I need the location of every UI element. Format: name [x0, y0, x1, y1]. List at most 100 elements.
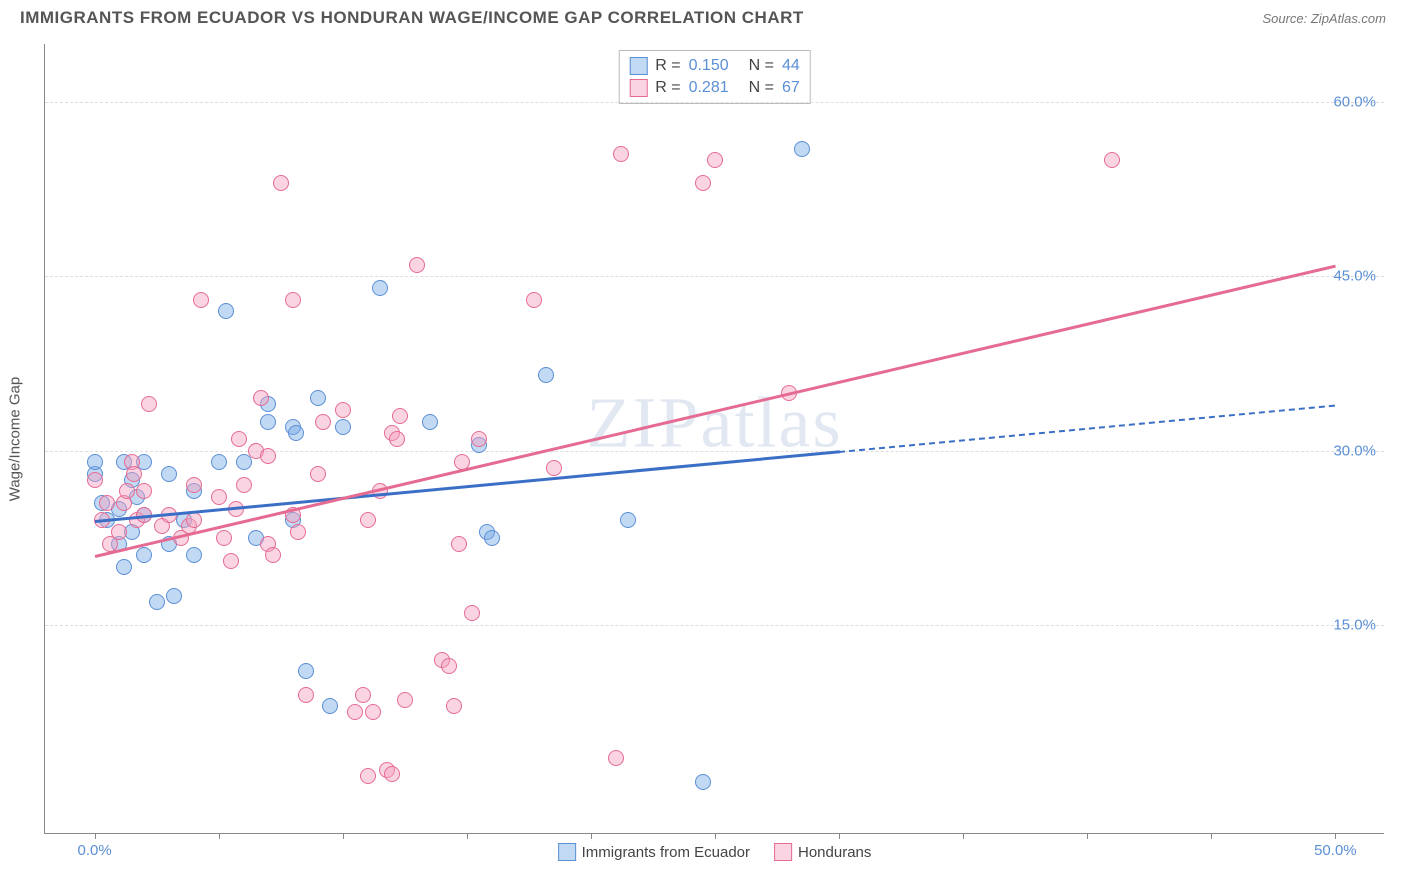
data-point: [253, 390, 269, 406]
y-tick-label: 60.0%: [1333, 94, 1376, 111]
data-point: [310, 466, 326, 482]
data-point: [315, 414, 331, 430]
data-point: [161, 466, 177, 482]
data-point: [322, 698, 338, 714]
data-point: [116, 559, 132, 575]
data-point: [87, 454, 103, 470]
data-point: [126, 466, 142, 482]
data-point: [231, 431, 247, 447]
x-tick: [839, 833, 840, 839]
x-tick: [963, 833, 964, 839]
data-point: [355, 687, 371, 703]
data-point: [409, 257, 425, 273]
x-tick-label: 50.0%: [1314, 842, 1357, 859]
data-point: [236, 454, 252, 470]
data-point: [372, 280, 388, 296]
data-point: [484, 530, 500, 546]
x-tick: [343, 833, 344, 839]
data-point: [111, 524, 127, 540]
data-point: [298, 687, 314, 703]
legend-row: R = 0.150N = 44: [629, 55, 800, 77]
x-tick: [1211, 833, 1212, 839]
x-tick: [467, 833, 468, 839]
data-point: [218, 303, 234, 319]
data-point: [335, 402, 351, 418]
data-point: [451, 536, 467, 552]
y-tick-label: 30.0%: [1333, 442, 1376, 459]
data-point: [285, 292, 301, 308]
correlation-legend: R = 0.150N = 44R = 0.281N = 67: [618, 50, 811, 104]
data-point: [193, 292, 209, 308]
gridline: [45, 451, 1384, 452]
data-point: [211, 489, 227, 505]
data-point: [620, 512, 636, 528]
scatter-plot: Wage/Income Gap ZIPatlas R = 0.150N = 44…: [44, 44, 1384, 834]
data-point: [141, 396, 157, 412]
data-point: [360, 768, 376, 784]
trend-line: [839, 404, 1335, 452]
x-tick: [219, 833, 220, 839]
data-point: [211, 454, 227, 470]
x-tick: [1335, 833, 1336, 839]
chart-title: IMMIGRANTS FROM ECUADOR VS HONDURAN WAGE…: [20, 8, 804, 28]
data-point: [422, 414, 438, 430]
data-point: [1104, 152, 1120, 168]
data-point: [186, 477, 202, 493]
y-tick-label: 15.0%: [1333, 616, 1376, 633]
y-tick-label: 45.0%: [1333, 268, 1376, 285]
data-point: [441, 658, 457, 674]
data-point: [794, 141, 810, 157]
legend-item: Immigrants from Ecuador: [558, 843, 750, 861]
data-point: [310, 390, 326, 406]
data-point: [608, 750, 624, 766]
data-point: [546, 460, 562, 476]
source-attribution: Source: ZipAtlas.com: [1262, 11, 1386, 26]
data-point: [119, 483, 135, 499]
series-legend: Immigrants from Ecuador Hondurans: [558, 843, 872, 861]
data-point: [99, 495, 115, 511]
legend-item: Hondurans: [774, 843, 871, 861]
data-point: [87, 472, 103, 488]
gridline: [45, 102, 1384, 103]
data-point: [136, 483, 152, 499]
data-point: [347, 704, 363, 720]
x-tick: [95, 833, 96, 839]
data-point: [360, 512, 376, 528]
data-point: [298, 663, 314, 679]
data-point: [265, 547, 281, 563]
data-point: [389, 431, 405, 447]
data-point: [335, 419, 351, 435]
x-tick-label: 0.0%: [78, 842, 112, 859]
trend-line: [94, 265, 1335, 558]
data-point: [464, 605, 480, 621]
data-point: [260, 448, 276, 464]
data-point: [538, 367, 554, 383]
data-point: [384, 766, 400, 782]
data-point: [186, 512, 202, 528]
y-axis-label: Wage/Income Gap: [7, 376, 24, 501]
data-point: [290, 524, 306, 540]
data-point: [446, 698, 462, 714]
x-tick: [1087, 833, 1088, 839]
data-point: [273, 175, 289, 191]
data-point: [695, 175, 711, 191]
data-point: [392, 408, 408, 424]
x-tick: [715, 833, 716, 839]
data-point: [260, 414, 276, 430]
data-point: [397, 692, 413, 708]
data-point: [471, 431, 487, 447]
data-point: [613, 146, 629, 162]
data-point: [288, 425, 304, 441]
data-point: [136, 547, 152, 563]
data-point: [695, 774, 711, 790]
data-point: [216, 530, 232, 546]
x-tick: [591, 833, 592, 839]
gridline: [45, 276, 1384, 277]
watermark: ZIPatlas: [587, 381, 843, 464]
data-point: [526, 292, 542, 308]
gridline: [45, 625, 1384, 626]
data-point: [707, 152, 723, 168]
data-point: [186, 547, 202, 563]
data-point: [149, 594, 165, 610]
data-point: [236, 477, 252, 493]
